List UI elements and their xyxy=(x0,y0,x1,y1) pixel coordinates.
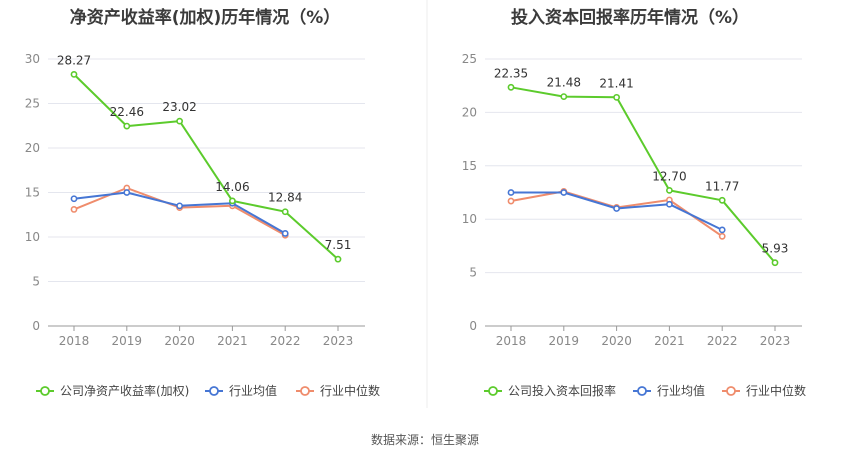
y-tick-label: 25 xyxy=(462,52,477,66)
data-label: 22.35 xyxy=(494,66,528,80)
x-tick-label: 2019 xyxy=(549,334,580,348)
legend-swatch-marker xyxy=(40,386,50,396)
data-label: 14.06 xyxy=(215,180,249,194)
data-point-avg xyxy=(613,205,620,212)
data-point-company xyxy=(123,122,131,130)
legend-label-median: 行业中位数 xyxy=(746,383,806,398)
legend-label-avg: 行业均值 xyxy=(657,383,705,398)
y-tick-label: 0 xyxy=(469,319,477,333)
data-label: 23.02 xyxy=(162,100,196,114)
chart-title-roe: 净资产收益率(加权)历年情况（%） xyxy=(69,8,341,28)
y-tick-label: 5 xyxy=(469,266,477,280)
x-tick-label: 2022 xyxy=(270,334,301,348)
legend-label-company: 公司净资产收益率(加权) xyxy=(60,383,189,398)
x-tick-label: 2018 xyxy=(496,334,527,348)
data-label: 28.27 xyxy=(57,53,91,67)
y-tick-label: 20 xyxy=(25,141,40,155)
x-tick-label: 2021 xyxy=(654,334,685,348)
data-point-company xyxy=(507,83,515,91)
y-tick-label: 15 xyxy=(25,186,40,200)
x-tick-label: 2021 xyxy=(217,334,248,348)
x-tick-label: 2018 xyxy=(59,334,90,348)
y-tick-label: 10 xyxy=(462,212,477,226)
y-tick-label: 20 xyxy=(462,105,477,119)
data-point-company xyxy=(70,70,78,78)
y-tick-label: 5 xyxy=(32,275,40,289)
data-point-company xyxy=(228,197,236,205)
y-tick-label: 10 xyxy=(25,230,40,244)
legend-label-avg: 行业均值 xyxy=(229,383,277,398)
data-label: 21.41 xyxy=(599,76,633,90)
series-line-company xyxy=(510,86,776,264)
data-point-median xyxy=(507,197,515,205)
y-tick-label: 25 xyxy=(25,97,40,111)
data-label: 12.84 xyxy=(268,191,302,205)
data-point-company xyxy=(613,93,620,101)
x-tick-label: 2023 xyxy=(323,334,354,348)
chart-title-roic: 投入资本回报率历年情况（%） xyxy=(510,8,750,28)
data-point-company xyxy=(334,255,342,263)
data-point-avg xyxy=(560,189,568,196)
y-tick-label: 30 xyxy=(25,52,40,66)
x-tick-label: 2020 xyxy=(601,334,632,348)
roe-chart: 0 5 10 15 20 25 30 2018 2019 2020 2021 2022 2023 28.2… xyxy=(25,52,380,398)
series-line-avg xyxy=(73,191,286,235)
data-point-median xyxy=(718,232,726,240)
data-label: 12.70 xyxy=(652,169,686,183)
legend-label-company: 公司投入资本回报率 xyxy=(508,383,616,398)
x-tick-label: 2023 xyxy=(760,334,791,348)
data-point-avg xyxy=(176,202,183,210)
data-point-company xyxy=(718,196,726,204)
legend-label-median: 行业中位数 xyxy=(320,383,380,398)
data-point-avg xyxy=(718,226,726,234)
roic-chart: 0 5 10 15 20 25 2018 2019 2020 2021 2022 2023 22.35 2… xyxy=(462,52,806,398)
data-label: 5.93 xyxy=(762,242,789,256)
legend-swatch-marker xyxy=(300,386,310,396)
data-source-note: 数据来源：恒生聚源 xyxy=(370,433,479,447)
data-point-company xyxy=(281,208,289,216)
x-tick-label: 2019 xyxy=(112,334,143,348)
data-point-company xyxy=(666,186,673,194)
data-point-avg xyxy=(281,230,289,237)
data-point-avg xyxy=(70,195,78,203)
data-label: 7.51 xyxy=(325,238,352,252)
data-point-avg xyxy=(507,189,515,196)
data-point-company xyxy=(560,93,568,100)
legend-swatch-marker xyxy=(637,386,647,396)
data-point-company xyxy=(176,117,183,125)
legend-swatch-marker xyxy=(488,386,498,396)
data-label: 21.48 xyxy=(547,76,581,90)
y-tick-label: 0 xyxy=(32,319,40,333)
y-tick-label: 15 xyxy=(462,159,477,173)
data-label: 11.77 xyxy=(705,179,739,193)
data-point-avg xyxy=(123,189,131,196)
data-point-avg xyxy=(666,200,673,208)
series-line-company xyxy=(73,73,339,260)
legend-swatch-marker xyxy=(209,386,219,396)
data-point-company xyxy=(771,259,779,267)
x-tick-label: 2020 xyxy=(164,334,195,348)
x-tick-label: 2022 xyxy=(707,334,738,348)
data-label: 22.46 xyxy=(110,105,144,119)
data-point-median xyxy=(70,206,78,213)
legend-swatch-marker xyxy=(726,386,736,396)
